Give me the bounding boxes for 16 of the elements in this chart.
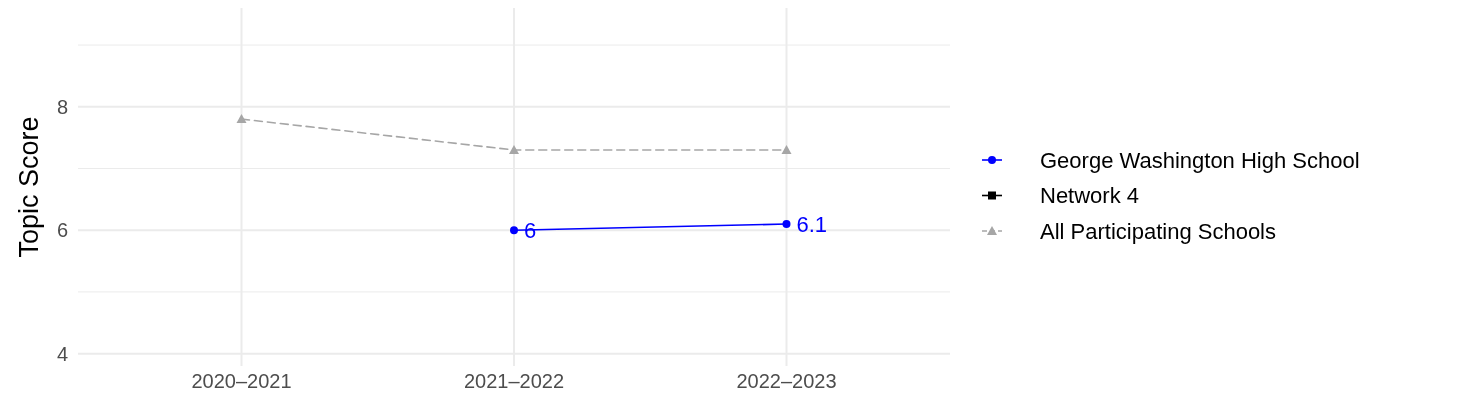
x-tick-label: 2021–2022 <box>463 370 565 392</box>
y-tick-label: 4 <box>56 342 68 365</box>
x-tick-label: 2020–2021 <box>191 370 292 392</box>
y-axis-title: Topic Score <box>14 116 44 258</box>
y-tick-label: 8 <box>56 95 68 118</box>
legend-label: All Participating Schools <box>1040 218 1277 244</box>
point <box>510 226 518 235</box>
point <box>782 220 791 229</box>
point <box>236 114 247 124</box>
x-tick-label: 2022–2023 <box>736 370 837 392</box>
y-tick-label: 6 <box>56 219 68 242</box>
point <box>781 144 792 154</box>
data-label: 6.1 <box>796 212 828 238</box>
legend-label: George Washington High School <box>1040 147 1360 173</box>
legend-label: Network 4 <box>1040 183 1140 209</box>
point <box>509 144 519 154</box>
